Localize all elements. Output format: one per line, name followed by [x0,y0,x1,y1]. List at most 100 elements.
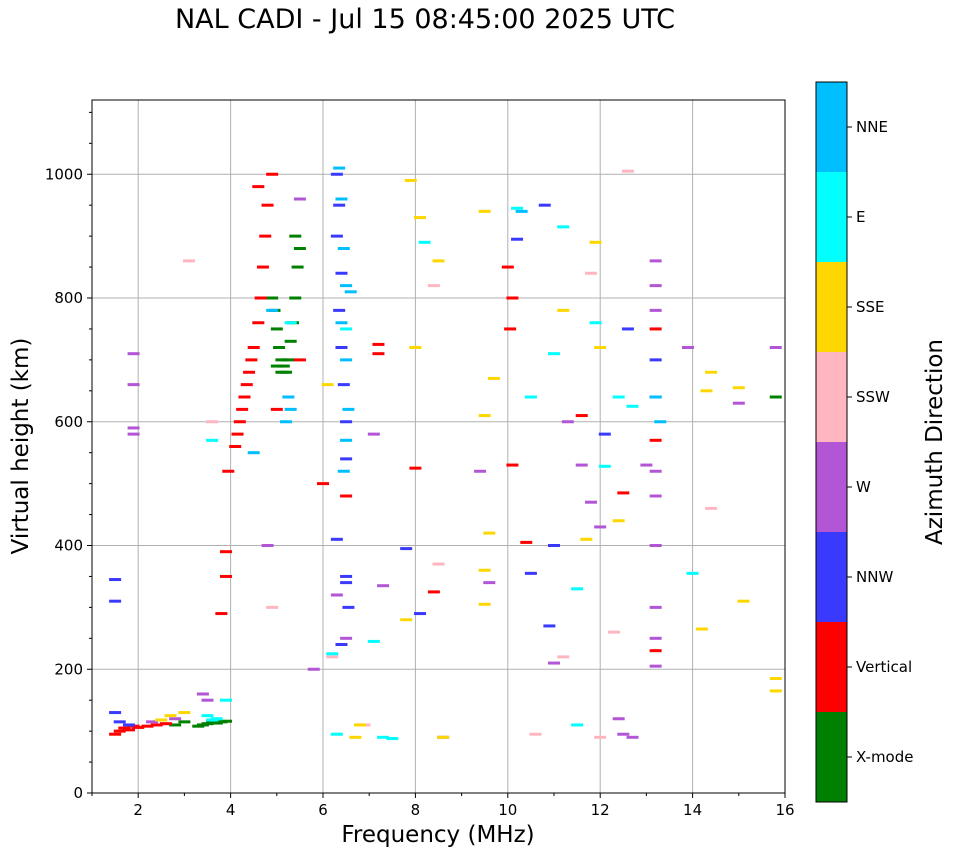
data-point [330,234,343,238]
data-point [418,240,431,244]
data-point [340,327,353,331]
data-point [266,308,279,312]
data-point [330,732,343,736]
data-point [210,717,223,721]
data-point [367,432,380,436]
series-vertical [109,172,662,736]
colorbar-tick-label: X-mode [856,748,913,766]
data-point [254,296,267,300]
data-point [557,655,570,659]
data-point [404,178,417,182]
colorbar-tick-label: SSW [856,388,890,406]
data-point [414,612,427,616]
data-point [589,321,602,325]
data-point [640,463,653,467]
chart-title: NAL CADI - Jul 15 08:45:00 2025 UTC [174,4,676,35]
data-point [649,327,662,331]
data-point [293,197,306,201]
data-point [769,346,782,349]
x-tick-label: 2 [133,801,143,819]
data-point [238,395,251,399]
data-point [538,203,551,207]
data-point [427,590,440,594]
data-point [219,550,232,554]
data-point [280,420,293,424]
data-point [504,327,517,331]
data-point [247,346,260,349]
data-point [654,420,667,424]
data-point [169,717,182,721]
data-point [598,432,611,436]
data-point [127,426,140,430]
data-point [219,698,232,702]
data-point [233,420,246,424]
data-point [649,664,662,668]
data-point [245,358,258,362]
data-point [386,737,399,741]
data-point [169,723,182,727]
data-point [277,364,290,368]
data-point [196,692,209,696]
data-point [686,571,699,575]
y-tick-label: 0 [73,784,83,802]
data-point [266,605,279,609]
data-point [649,358,662,362]
data-point [649,649,662,653]
data-point [478,602,491,606]
colorbar: X-mode Vertical NNW W SSW SSE E NNE [815,81,913,803]
colorbar-tick-label: E [856,208,865,226]
data-point [543,624,556,628]
data-point [548,352,560,356]
data-point [284,321,297,325]
data-point [524,571,537,575]
data-point [432,562,445,566]
series-sse [155,178,782,739]
data-point [337,383,350,387]
y-tick-label: 400 [54,537,83,555]
data-point [617,491,630,495]
data-point [769,689,782,693]
data-marks [109,166,782,741]
y-tick-label: 1000 [45,165,83,183]
y-tick-label: 600 [54,413,83,431]
data-point [219,719,232,723]
data-point [127,352,140,356]
data-point [291,265,304,269]
colorbar-swatch [816,622,847,712]
data-point [266,172,279,176]
data-point [612,717,625,721]
data-point [342,605,355,609]
data-point [261,203,274,207]
series-ssw [183,169,718,739]
data-point [705,370,718,374]
colorbar-swatch [816,262,847,352]
colorbar-swatch [816,352,847,442]
data-point [206,420,219,424]
data-point [229,445,242,448]
plot-frame [91,99,786,794]
data-point [321,383,334,387]
data-point [335,271,348,275]
data-point [575,463,588,467]
data-point [335,643,348,646]
series-w [127,197,782,739]
data-point [649,544,662,547]
data-point [122,723,135,727]
data-point [340,581,353,585]
data-point [252,321,265,325]
data-point [561,420,574,424]
data-point [289,234,302,238]
data-point [617,732,630,736]
data-point [584,500,597,504]
data-point [335,346,348,349]
data-point [548,661,560,665]
data-point [261,544,274,547]
data-point [432,259,445,263]
data-point [222,469,235,473]
data-point [737,599,750,603]
x-tick-label: 8 [411,801,421,819]
data-point [594,735,607,739]
data-point [113,720,126,724]
data-point [524,395,537,399]
data-point [284,339,297,343]
